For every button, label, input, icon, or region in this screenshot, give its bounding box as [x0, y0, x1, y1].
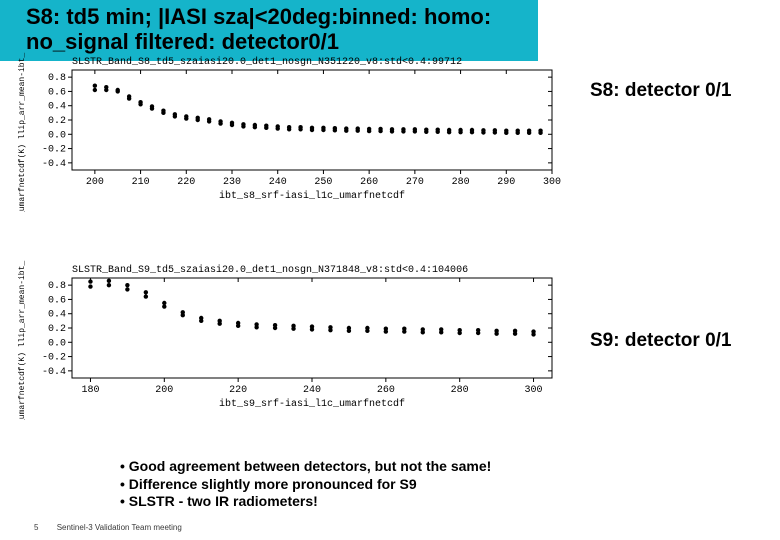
- svg-text:0.4: 0.4: [48, 102, 66, 113]
- bullet-item: • Good agreement between detectors, but …: [120, 458, 491, 476]
- svg-text:240: 240: [269, 177, 287, 188]
- svg-text:280: 280: [452, 177, 470, 188]
- label-s8-detector: S8: detector 0/1: [590, 80, 732, 102]
- svg-text:SLSTR_Band_S9_td5_szaiasi20.0_: SLSTR_Band_S9_td5_szaiasi20.0_det1_nosgn…: [72, 264, 468, 276]
- svg-text:0.0: 0.0: [48, 130, 66, 141]
- svg-text:0.2: 0.2: [48, 324, 66, 335]
- svg-text:SLSTR_Band_S8_td5_szaiasi20.0_: SLSTR_Band_S8_td5_szaiasi20.0_det1_nosgn…: [72, 56, 462, 68]
- svg-text:-0.4: -0.4: [42, 159, 66, 170]
- svg-text:200: 200: [86, 177, 104, 188]
- svg-text:200: 200: [155, 385, 173, 396]
- svg-text:220: 220: [177, 177, 195, 188]
- svg-text:300: 300: [543, 177, 561, 188]
- svg-text:290: 290: [497, 177, 515, 188]
- svg-text:260: 260: [377, 385, 395, 396]
- svg-text:0.8: 0.8: [48, 281, 66, 292]
- svg-text:0.2: 0.2: [48, 116, 66, 127]
- page-title: S8: td5 min; |IASI sza|<20deg:binned: ho…: [26, 4, 528, 55]
- bullet-item: • Difference slightly more pronounced fo…: [120, 476, 491, 494]
- svg-text:260: 260: [360, 177, 378, 188]
- svg-text:210: 210: [132, 177, 150, 188]
- svg-text:-iasi_l1c_umarfnetcdf(K) llip_: -iasi_l1c_umarfnetcdf(K) llip_arr_mean-i…: [18, 52, 27, 212]
- svg-text:240: 240: [303, 385, 321, 396]
- footer: 5 Sentinel-3 Validation Team meeting: [34, 523, 182, 532]
- footer-text: Sentinel-3 Validation Team meeting: [57, 523, 182, 532]
- svg-text:ibt_s8_srf-iasi_l1c_umarfnetcd: ibt_s8_srf-iasi_l1c_umarfnetcdf: [219, 190, 405, 202]
- bullet-text: Difference slightly more pronounced for …: [129, 476, 417, 492]
- svg-text:280: 280: [451, 385, 469, 396]
- svg-text:270: 270: [406, 177, 424, 188]
- label-s9-detector: S9: detector 0/1: [590, 330, 732, 352]
- svg-text:300: 300: [525, 385, 543, 396]
- svg-text:0.6: 0.6: [48, 87, 66, 98]
- svg-text:-0.2: -0.2: [42, 145, 66, 156]
- svg-text:250: 250: [314, 177, 332, 188]
- bullet-item: • SLSTR - two IR radiometers!: [120, 493, 491, 511]
- svg-text:220: 220: [229, 385, 247, 396]
- svg-text:0.0: 0.0: [48, 338, 66, 349]
- bullet-text: Good agreement between detectors, but no…: [129, 458, 492, 474]
- svg-text:0.4: 0.4: [48, 310, 66, 321]
- svg-text:ibt_s9_srf-iasi_l1c_umarfnetcd: ibt_s9_srf-iasi_l1c_umarfnetcdf: [219, 398, 405, 410]
- svg-text:-0.4: -0.4: [42, 367, 66, 378]
- svg-text:0.8: 0.8: [48, 73, 66, 84]
- chart-s9: SLSTR_Band_S9_td5_szaiasi20.0_det1_nosgn…: [6, 260, 586, 420]
- page-number: 5: [34, 523, 38, 532]
- svg-text:0.6: 0.6: [48, 295, 66, 306]
- svg-text:180: 180: [81, 385, 99, 396]
- svg-text:230: 230: [223, 177, 241, 188]
- chart-s8: SLSTR_Band_S8_td5_szaiasi20.0_det1_nosgn…: [6, 52, 586, 212]
- svg-text:-iasi_l1c_umarfnetcdf(K) llip_: -iasi_l1c_umarfnetcdf(K) llip_arr_mean-i…: [18, 260, 27, 420]
- bullet-text: SLSTR - two IR radiometers!: [129, 493, 318, 509]
- conclusion-bullets: • Good agreement between detectors, but …: [120, 458, 491, 511]
- svg-text:-0.2: -0.2: [42, 353, 66, 364]
